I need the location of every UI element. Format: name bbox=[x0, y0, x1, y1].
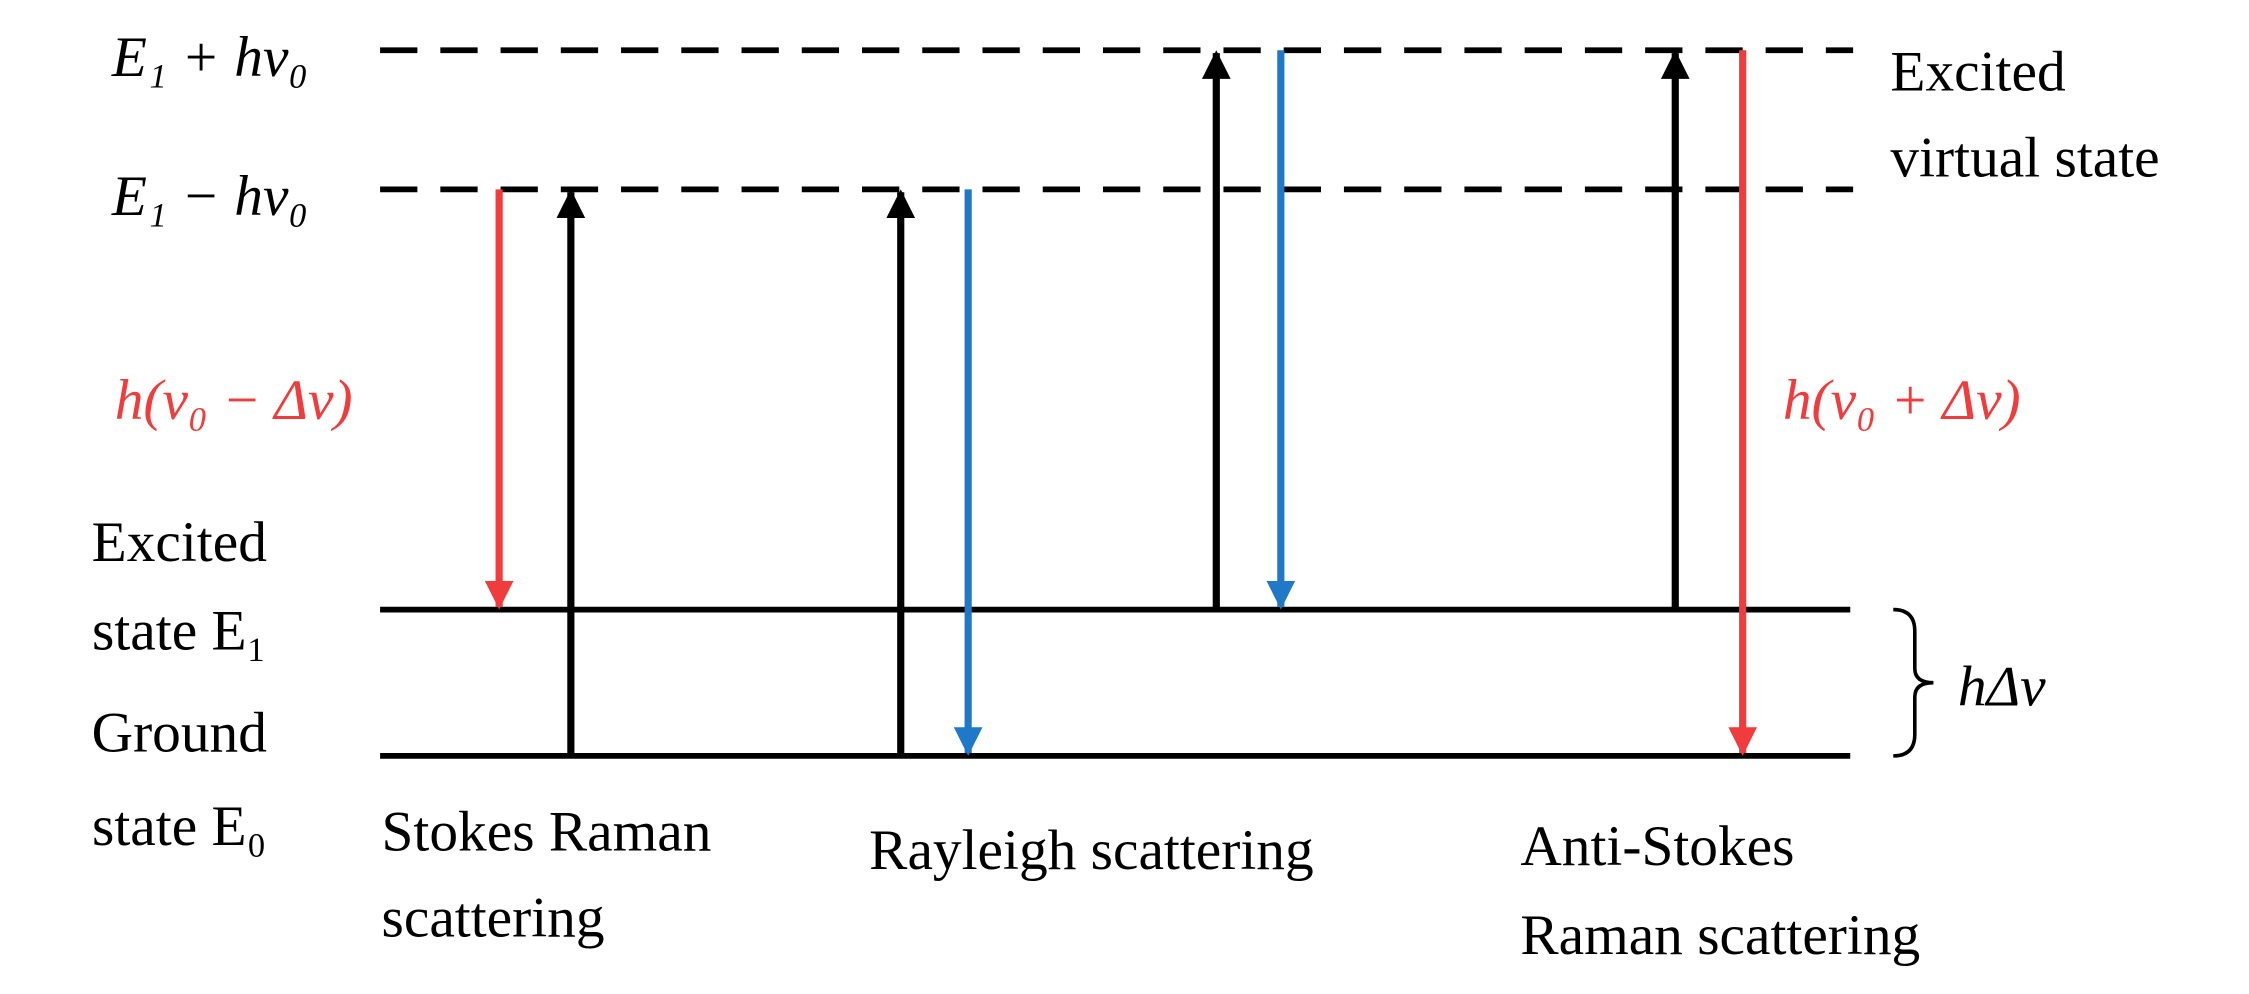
text-line: scattering bbox=[381, 884, 605, 950]
level-label: Ground state E₀ bbox=[43, 686, 316, 872]
text-line: state E₀ bbox=[92, 793, 267, 858]
text-line: Anti-Stokes bbox=[1520, 813, 1795, 878]
process-label: Rayleigh scattering bbox=[869, 808, 1313, 894]
text-line: Excited bbox=[1890, 38, 2066, 104]
transition-label: h(ν₀ − Δν) bbox=[114, 367, 353, 432]
level-label: E₁ − hν₀ bbox=[111, 163, 309, 229]
level-label: Excited virtual state bbox=[1890, 29, 2159, 201]
text-line: state E₁ bbox=[92, 598, 267, 663]
text-line: virtual state bbox=[1890, 124, 2160, 190]
level-label: Excited state E₁ bbox=[43, 498, 316, 676]
text-line: Excited bbox=[91, 509, 267, 574]
gap-label: hΔν bbox=[1957, 654, 2046, 719]
text-line: Ground bbox=[91, 699, 267, 765]
process-label: Anti-Stokes Raman scattering bbox=[1520, 802, 1920, 980]
transition-label: h(ν₀ + Δν) bbox=[1782, 367, 2021, 432]
brace bbox=[1893, 607, 1934, 758]
level-label: E₁ + hν₀ bbox=[111, 24, 309, 89]
text-line: Rayleigh scattering bbox=[869, 817, 1314, 883]
process-label: Stokes Raman scattering bbox=[382, 789, 712, 961]
text-line: Stokes Raman bbox=[381, 798, 712, 864]
text-line: Raman scattering bbox=[1520, 902, 1921, 967]
